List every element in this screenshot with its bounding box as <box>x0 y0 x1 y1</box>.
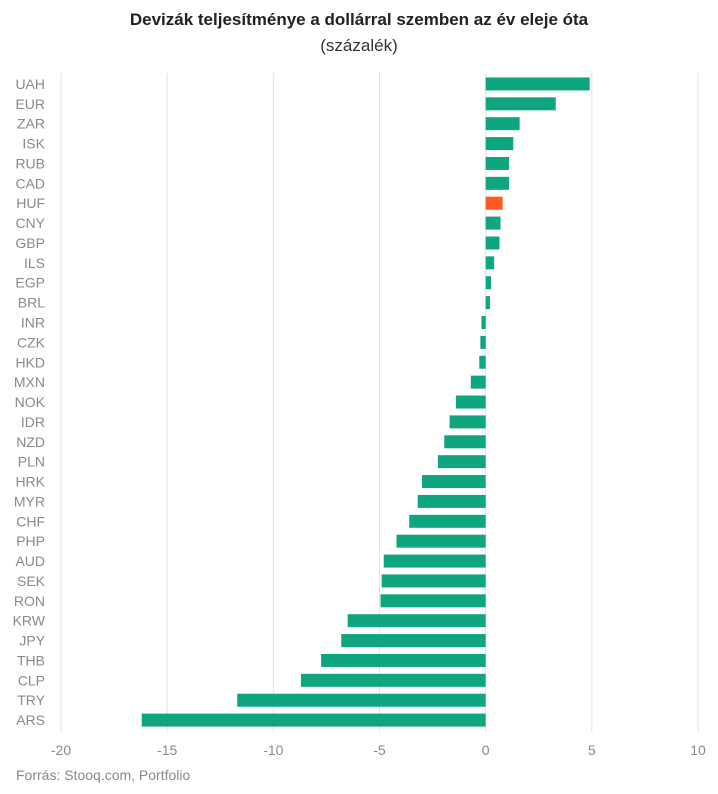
category-label: AUD <box>15 553 45 569</box>
x-tick-label: 5 <box>588 742 596 758</box>
category-label: KRW <box>13 613 46 629</box>
category-label: NOK <box>15 394 46 410</box>
bar-uah <box>485 77 590 91</box>
category-label: CAD <box>15 175 45 191</box>
bar-hkd <box>479 355 486 369</box>
category-label: UAH <box>15 76 45 92</box>
category-label: ILS <box>24 255 45 271</box>
category-label: JPY <box>19 633 45 649</box>
category-label: CLP <box>18 672 45 688</box>
bar-eur <box>485 97 556 111</box>
bar-myr <box>417 494 486 508</box>
category-label: ARS <box>16 712 45 728</box>
bar-nzd <box>444 435 486 449</box>
source-note: Forrás: Stooq.com, Portfolio <box>16 767 191 783</box>
bar-aud <box>383 554 486 568</box>
bar-inr <box>481 316 486 329</box>
bar-jpy <box>341 634 486 648</box>
bar-sek <box>381 574 486 588</box>
bar-gbp <box>485 236 500 250</box>
x-tick-label: 0 <box>482 742 490 758</box>
category-label: SEK <box>17 573 46 589</box>
bar-try <box>237 693 486 707</box>
bar-chf <box>409 514 486 528</box>
bar-ils <box>485 256 495 270</box>
category-label: TRY <box>17 692 45 708</box>
category-labels: UAH EUR ZAR ISK RUB CAD HUF CNY GBP ILS EGP BRL INR C… <box>13 76 46 728</box>
category-label: HKD <box>15 354 45 370</box>
chart-subtitle: (százalék) <box>320 36 398 55</box>
chart-title: Devizák teljesítménye a dollárral szembe… <box>129 10 589 29</box>
bar-clp <box>300 673 486 687</box>
category-label: ISK <box>22 136 45 152</box>
bar-thb <box>321 653 486 667</box>
bar-ron <box>380 594 486 608</box>
category-label: ZAR <box>17 116 45 132</box>
x-tick-label: 10 <box>690 742 706 758</box>
category-label: GBP <box>15 235 45 251</box>
category-label: CZK <box>17 334 46 350</box>
category-label: HRK <box>15 474 45 490</box>
category-label: HUF <box>16 195 45 211</box>
bar-isk <box>485 137 514 151</box>
bar-idr <box>449 415 486 429</box>
bar-nok <box>455 395 486 409</box>
bar-krw <box>347 614 486 628</box>
bar-hrk <box>421 475 486 489</box>
bar-php <box>396 534 486 548</box>
x-tick-label: -20 <box>51 742 71 758</box>
bars <box>141 77 590 727</box>
bar-cad <box>485 176 510 190</box>
category-label: CHF <box>16 513 45 529</box>
bar-mxn <box>470 375 486 389</box>
category-label: EUR <box>15 96 45 112</box>
x-tick-label: -10 <box>263 742 283 758</box>
bar-cny <box>485 216 501 230</box>
category-label: NZD <box>16 434 45 450</box>
bar-ars <box>141 713 486 727</box>
bar-czk <box>480 335 486 349</box>
gridlines <box>60 73 699 732</box>
category-label: MYR <box>14 493 45 509</box>
x-tick-label: -15 <box>157 742 177 758</box>
bar-brl <box>485 296 490 310</box>
x-tick-label: -5 <box>373 742 386 758</box>
bar-rub <box>485 156 510 170</box>
category-label: IDR <box>21 414 45 430</box>
category-label: BRL <box>18 295 45 311</box>
bar-egp <box>485 276 491 290</box>
category-label: CNY <box>15 215 45 231</box>
category-label: EGP <box>15 275 45 291</box>
bar-pln <box>437 455 486 469</box>
category-label: RON <box>14 593 45 609</box>
category-label: INR <box>21 315 45 331</box>
category-label: PLN <box>18 454 45 470</box>
category-label: MXN <box>14 374 45 390</box>
category-label: THB <box>17 652 45 668</box>
bar-zar <box>485 117 520 131</box>
x-tick-labels: -20 -15 -10 -5 0 5 10 <box>51 742 706 758</box>
category-label: PHP <box>16 533 45 549</box>
bar-huf <box>485 196 503 210</box>
category-label: RUB <box>15 155 45 171</box>
